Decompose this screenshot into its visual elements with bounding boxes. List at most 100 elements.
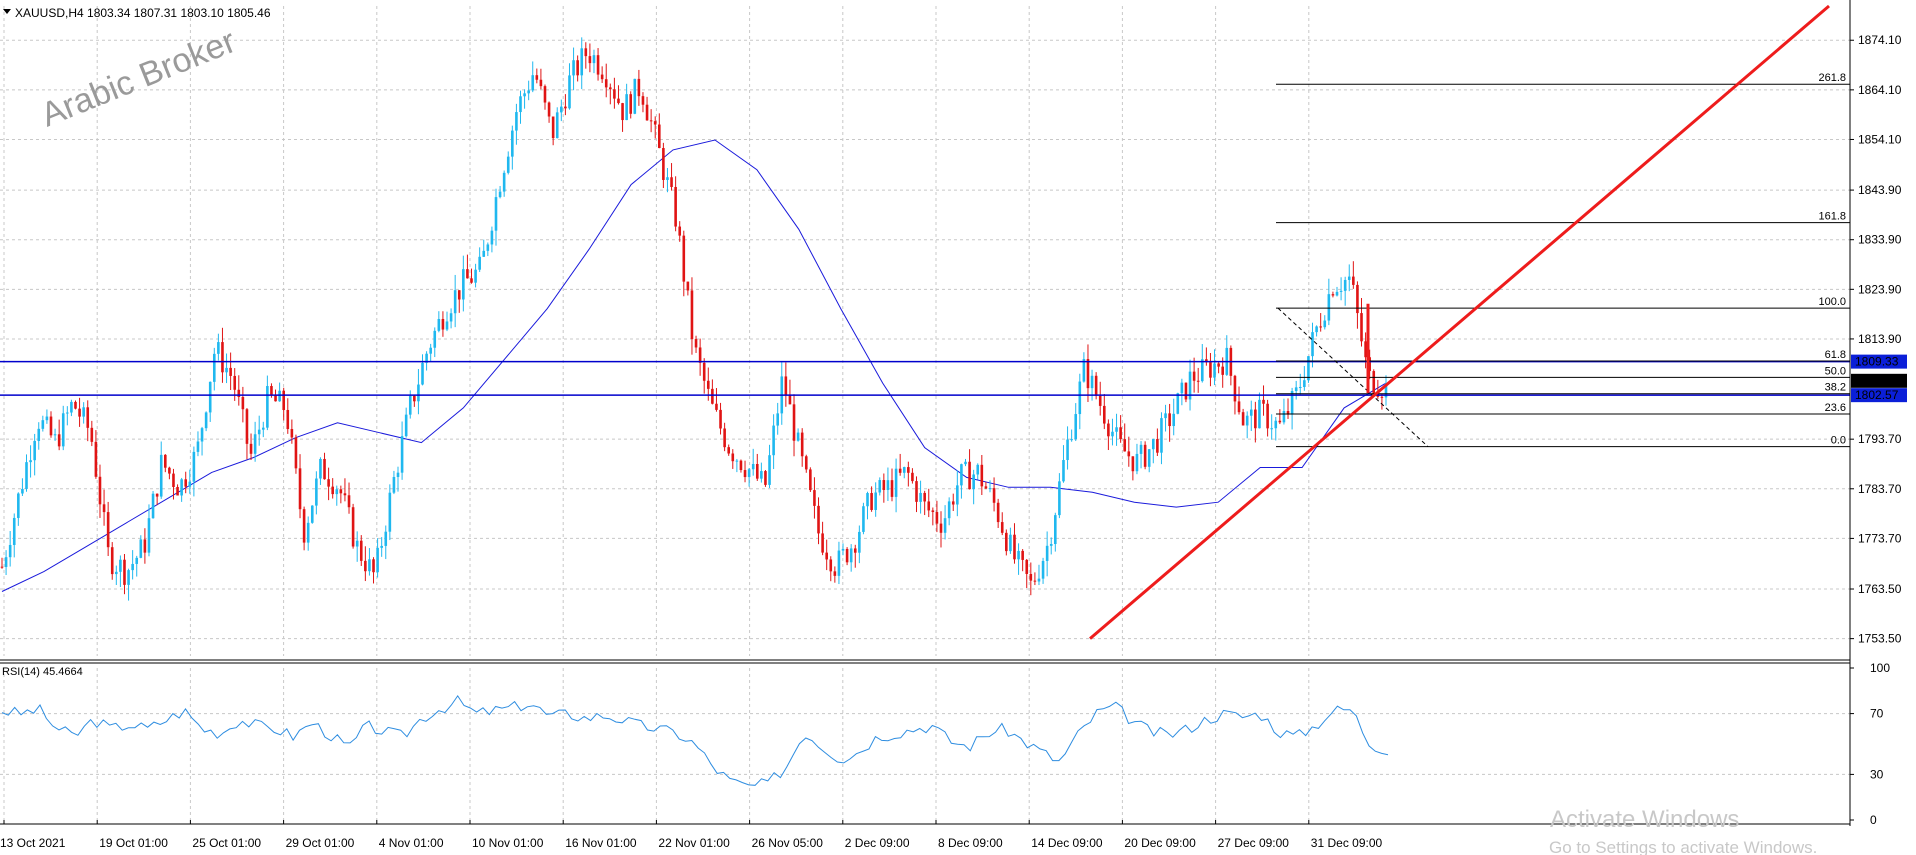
time-tick-label: 27 Dec 09:00 [1218,836,1290,850]
candle [123,553,126,595]
candle [723,422,726,452]
candle [911,468,914,484]
candle [1082,352,1086,383]
candle-body [429,347,432,354]
candle [490,226,494,253]
candle-body [1307,356,1310,381]
candle-body [33,440,36,461]
candle [41,415,45,432]
candle [927,488,931,518]
candle [515,103,518,145]
candle [1070,429,1073,442]
candle-body [0,566,4,568]
trendline-layer[interactable] [1089,4,1830,640]
candle-body [743,470,747,478]
candle [384,525,388,560]
candle-body [629,94,633,114]
time-axis[interactable]: 13 Oct 2021 19 Oct 01:00 25 Oct 01:00 29 Oc… [0,820,1383,850]
candle [1098,381,1102,416]
candle-body [943,518,947,533]
candle [0,557,4,569]
candle [1372,369,1376,397]
candle [523,89,526,109]
candle [686,281,690,296]
candle [135,555,139,577]
candle [1266,399,1269,437]
candle-body [547,102,551,117]
candle-body [204,412,208,429]
candle-body [1090,375,1094,389]
candle [278,382,281,402]
candle [600,66,604,83]
candle [747,468,751,487]
candle-body [747,469,751,478]
candle [237,375,241,406]
candle-body [335,489,339,495]
candle [547,101,551,123]
candle-body [392,476,396,493]
candle [290,419,294,444]
candle-body [1009,534,1012,552]
candle [572,47,575,91]
candle-body [935,512,939,524]
candle [886,467,890,501]
candle [106,501,110,557]
candle [376,538,379,578]
candle-body [821,533,824,553]
candle [1209,352,1212,387]
candle [1213,349,1216,386]
candle-body [457,290,461,300]
candle [66,406,69,426]
candle-body [425,353,428,363]
candle-body [947,501,951,519]
candle-body [527,90,530,94]
candle-body [1266,403,1269,429]
candle-body [739,460,743,471]
candle-body [396,472,400,477]
candle [1196,367,1200,393]
candle [131,550,134,580]
candle [751,448,755,476]
candle-body [1278,420,1282,423]
candle [996,498,1000,528]
candle [531,61,535,93]
candle-body [1127,451,1131,457]
candle [1347,264,1351,292]
chevron-down-icon[interactable] [3,9,11,14]
candle-body [633,78,637,114]
moving-average-line [1,139,1387,592]
candle [319,457,322,485]
candle [956,470,959,517]
candle-body [1192,371,1196,381]
candle-body [327,479,330,487]
candle-body [1184,382,1188,400]
candle-body [1054,515,1057,545]
candle [539,68,543,90]
fibonacci-retracement[interactable]: 261.8 161.8 100.0 61.8 50.0 38.2 23.6 0.0 [1276,72,1850,448]
candle-body [657,124,661,149]
trendline[interactable] [1089,4,1830,640]
candle [4,550,8,576]
candle-body [768,455,771,485]
candle [817,497,820,545]
candle [110,542,114,580]
candle-body [502,172,506,192]
candle [282,387,285,421]
candle-body [1029,573,1033,581]
candle-body [1115,427,1118,432]
candle [1156,428,1159,456]
candle-body [825,552,828,560]
candle-body [212,353,216,382]
candle-body [388,492,392,532]
candle [1331,291,1335,298]
candle-body [470,278,473,283]
candle-body [1196,380,1200,382]
price-axis[interactable]: 1874.10 1864.10 1854.10 1843.90 1833.90 1823.… [1850,33,1902,827]
candle [449,308,453,329]
candle-body [543,86,547,103]
fib-level-label: 161.8 [1818,211,1846,223]
candle [127,568,130,601]
chart-frame [0,0,1851,826]
